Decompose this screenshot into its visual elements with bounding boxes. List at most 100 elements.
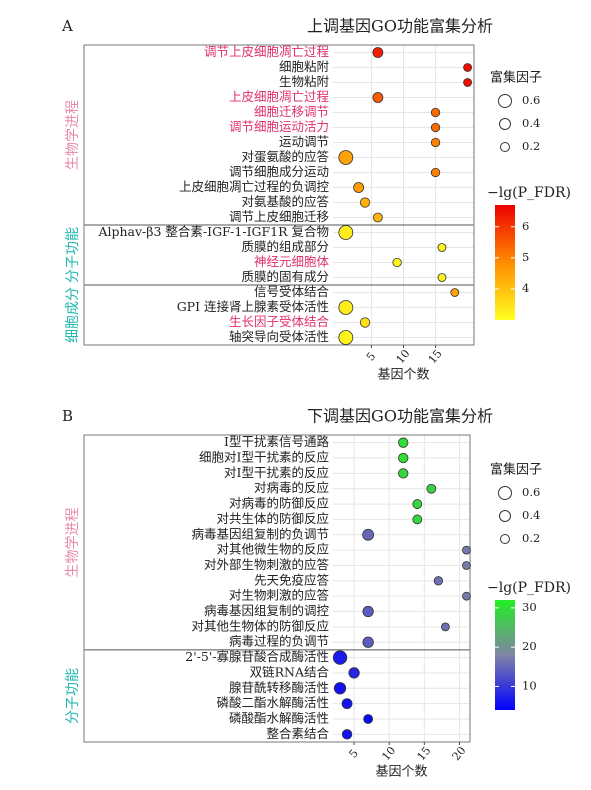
category-label: 病毒基因组复制的负调节 [191,526,329,541]
group-label: 分子功能 [65,668,81,724]
size-legend-label: 0.4 [522,116,540,130]
category-label: 上皮细胞凋亡过程的负调控 [179,179,330,194]
category-label: 质膜的组成部分 [241,239,329,254]
size-legend-key [498,94,512,108]
size-legend-label: 0.2 [522,139,540,153]
x-tick-label: 15 [426,347,445,366]
bubble [433,576,444,586]
category-label: 对其他微生物的反应 [216,542,329,557]
bubble [338,225,354,240]
color-legend-title: −lg(P_FDR) [487,185,571,201]
category-label: 上皮细胞凋亡过程 [229,89,330,104]
size-legend-key [498,486,512,500]
colorbar-label: 6 [522,219,529,233]
bubble [430,122,441,133]
category-label: 对外部生物刺激的应答 [204,557,330,572]
bubble [362,605,374,618]
colorbar-label: 4 [522,281,529,295]
bubble [392,257,402,268]
bubble [462,545,471,555]
x-axis-label: 基因个数 [375,765,427,780]
colorbar [495,205,515,320]
category-label: 对I型干扰素的反应 [224,465,329,480]
chart-title: 上调基因GO功能富集分析 [307,17,493,36]
colorbar-label: 30 [522,600,537,614]
category-label: 轴突导向受体活性 [229,329,329,344]
bubble [430,107,441,118]
category-label: 对蛋氨酸的应答 [241,149,329,164]
x-tick-label: 5 [346,747,360,761]
bubble [462,591,471,601]
bubble [341,698,353,710]
bubble [353,182,365,193]
size-legend-key [500,142,510,152]
category-label: 对病毒的防御反应 [229,496,329,511]
bubble [362,636,374,648]
panel-label: B [62,407,73,425]
bubble [359,197,371,208]
bubble [363,714,374,724]
colorbar-label: 10 [522,678,537,692]
color-legend-title: −lg(P_FDR) [487,580,571,596]
bubble [398,452,409,464]
group-label: 细胞成分 [65,287,81,343]
bubble [412,499,423,509]
bubble [426,483,437,494]
bubble [398,468,409,479]
bubble [430,137,441,148]
category-label: 细胞粘附 [279,59,330,74]
bubble [398,437,409,448]
colorbar [495,600,515,710]
bubble [463,63,472,72]
x-tick-label: 15 [414,744,433,763]
category-label: 对其他生物体的防御反应 [191,618,329,633]
bubble [463,78,472,87]
category-label: 生物粘附 [279,74,330,89]
category-label: 质膜的固有成分 [241,269,329,284]
size-legend-title: 富集因子 [490,70,542,86]
plot-background [84,45,474,345]
bubble [412,514,423,525]
category-label: 信号受体结合 [254,284,330,299]
chart-title: 下调基因GO功能富集分析 [307,407,493,426]
size-legend-label: 0.6 [522,93,540,107]
bubble [372,212,383,223]
bubble [441,622,450,632]
category-label: 细胞迁移调节 [254,104,329,119]
category-label: I型干扰素信号通路 [224,434,329,449]
bubble [338,330,354,345]
colorbar-label: 20 [522,639,537,653]
category-label: 对病毒的反应 [254,480,329,495]
colorbar-label: 5 [522,250,529,264]
category-label: 整合素结合 [266,726,329,741]
plot-border [83,44,475,346]
group-label: 生物学进程 [65,507,81,577]
size-legend-key [500,534,510,544]
bubble [462,561,471,570]
category-label: GPI 连接肾上腺素受体活性 [177,299,329,314]
bubble [372,47,384,58]
category-label: 双链RNA结合 [250,664,330,679]
category-label: 神经元细胞体 [254,254,330,269]
category-label: 病毒过程的负调节 [229,634,329,649]
category-label: 先天免疫应答 [254,572,330,587]
category-label: 腺苷酰转移酶活性 [229,680,329,695]
bubble [332,650,348,665]
category-label: 病毒基因组复制的调控 [204,603,330,618]
size-legend-title: 富集因子 [490,462,542,478]
bubble [437,243,447,252]
x-tick-label: 10 [394,347,413,366]
bubble [437,273,447,282]
category-label: 对氨基酸的应答 [241,194,329,209]
category-label: 调节细胞运动活力 [229,119,329,134]
panel-label: A [61,17,73,35]
bubble [362,528,375,541]
size-legend-label: 0.2 [522,531,540,545]
x-tick-label: 20 [450,744,469,763]
bubble [338,150,354,165]
bubble [341,729,353,740]
size-legend-label: 0.4 [522,508,540,522]
category-label: 磷酸酯水解酶活性 [229,710,329,725]
bubble [359,317,371,328]
